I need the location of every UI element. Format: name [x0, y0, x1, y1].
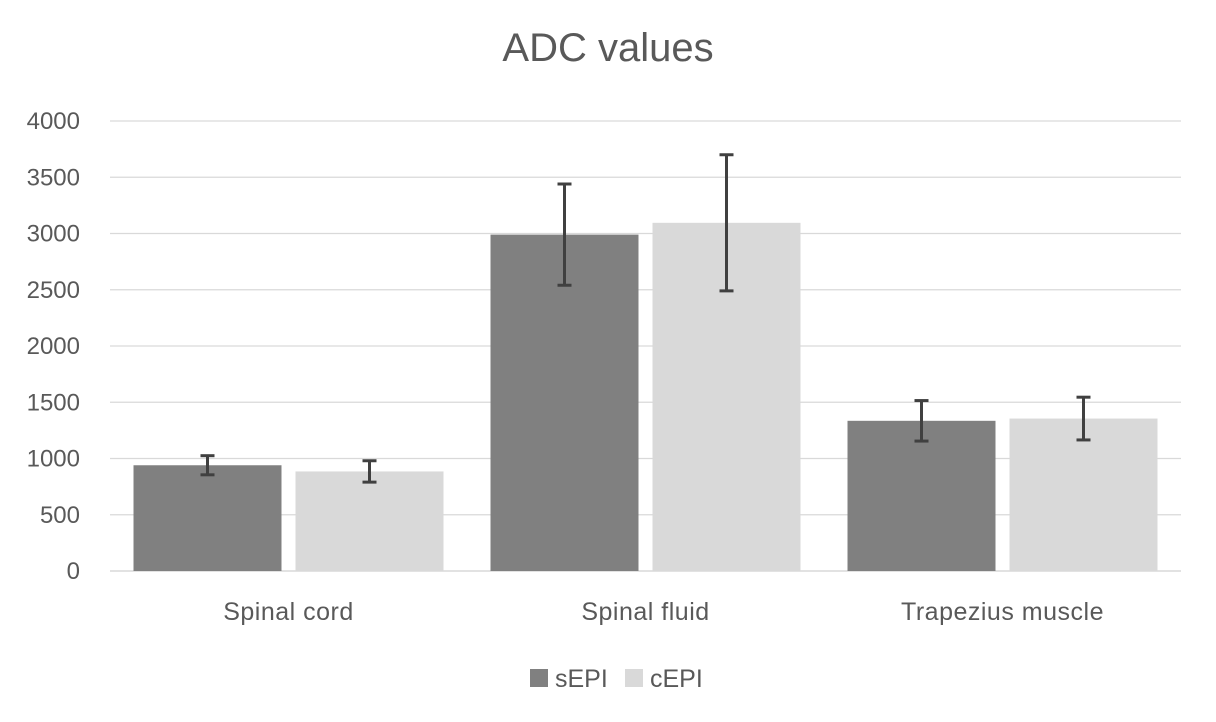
bar-sepi-2	[847, 420, 996, 571]
x-tick-label: Trapezius muscle	[901, 598, 1104, 626]
y-tick-label: 3000	[27, 221, 80, 248]
legend-label-cepi: cEPI	[650, 665, 703, 693]
y-tick-label: 4000	[27, 108, 80, 135]
y-tick-label: 0	[67, 558, 80, 585]
bar-cepi-0	[295, 471, 444, 571]
y-tick-label: 500	[40, 502, 80, 529]
y-tick-label: 3500	[27, 164, 80, 191]
y-tick-label: 1000	[27, 446, 80, 473]
bar-cepi-2	[1009, 418, 1158, 571]
y-tick-label: 1500	[27, 389, 80, 416]
legend-swatch-cepi	[625, 669, 643, 687]
x-tick-label: Spinal cord	[223, 598, 354, 626]
x-tick-label: Spinal fluid	[581, 598, 709, 626]
legend-swatch-sepi	[530, 669, 548, 687]
bar-sepi-1	[490, 234, 639, 571]
bar-sepi-0	[133, 465, 282, 571]
y-tick-label: 2000	[27, 333, 80, 360]
chart-title: ADC values	[502, 26, 714, 70]
legend-label-sepi: sEPI	[555, 665, 608, 693]
y-tick-label: 2500	[27, 277, 80, 304]
